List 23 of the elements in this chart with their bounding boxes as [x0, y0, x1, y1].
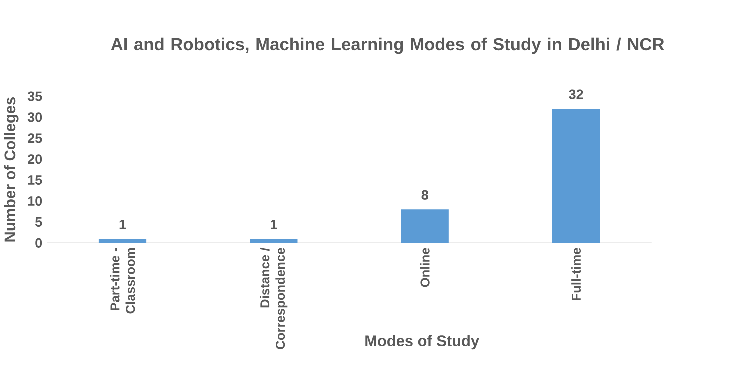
y-tick-label: 20	[28, 154, 42, 164]
bar	[98, 238, 147, 244]
chart-title: AI and Robotics, Machine Learning Modes of Study in Delhi / NCR	[111, 38, 664, 54]
x-axis-title: Modes of Study	[366, 335, 480, 350]
y-tick-label: 5	[36, 217, 42, 227]
bar	[250, 238, 298, 244]
data-label: 1	[271, 220, 278, 230]
y-tick-label: 30	[28, 112, 42, 122]
data-label: 32	[569, 90, 584, 100]
x-tick-label: Online	[420, 248, 430, 288]
bar	[401, 210, 449, 244]
data-label: 8	[422, 190, 428, 200]
x-tick-label: Full-time	[572, 248, 582, 300]
y-tick-label: 25	[28, 134, 42, 144]
bar	[552, 108, 600, 244]
y-tick-label: 0	[36, 238, 42, 248]
y-axis-title: Number of Colleges	[4, 97, 19, 242]
x-tick-label: Part-time - Classroom	[110, 248, 136, 314]
x-tick-label: Distance / Correspondence	[260, 248, 288, 350]
y-tick-label: 10	[28, 196, 42, 206]
y-tick-label: 35	[28, 92, 42, 102]
y-tick-label: 15	[28, 176, 42, 185]
data-label: 1	[120, 220, 126, 230]
